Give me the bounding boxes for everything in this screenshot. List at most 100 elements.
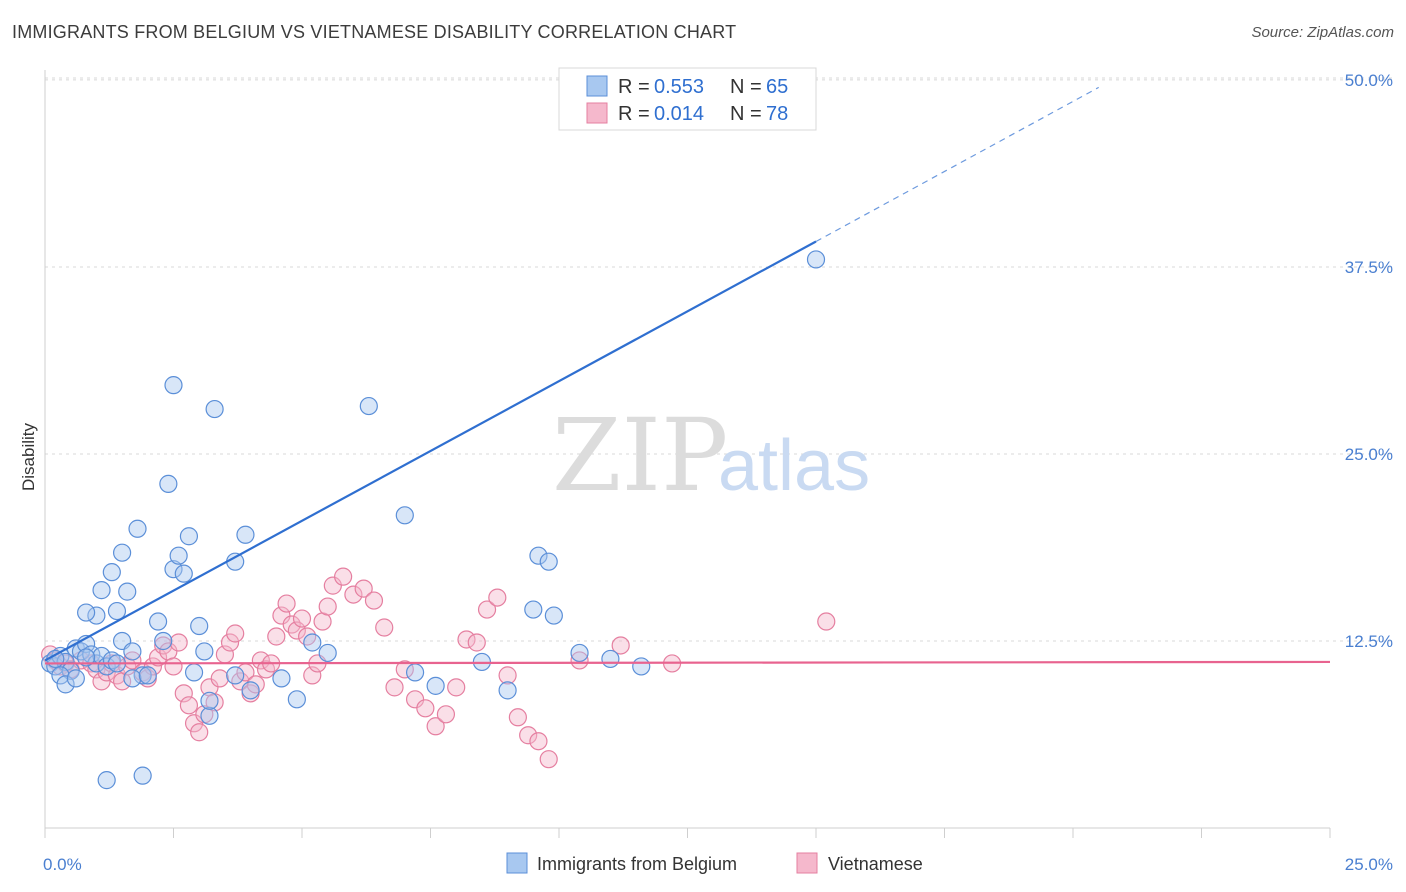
vietnamese-point [436,705,456,724]
source-label: Source: ZipAtlas.com [1251,24,1394,41]
vietnamese-point [508,708,527,727]
y-tick-label: 37.5% [1345,258,1393,277]
belgium-point [66,669,85,688]
belgium-point [56,675,75,694]
bottom-legend-swatch-pink [796,852,818,874]
belgium-point [395,506,414,525]
vietnamese-point [405,690,425,709]
belgium-point [287,690,306,709]
vietnamese-point [169,633,188,652]
vietnamese-point [277,594,296,613]
belgium-point [205,399,224,419]
vietnamese-point [292,609,312,628]
belgium-point [87,606,106,625]
belgium-point [77,603,96,622]
vietnamese-point [210,669,229,688]
vietnamese-point [529,732,548,751]
vietnamese-point [226,624,245,643]
belgium-point [148,612,168,631]
belgium-point [806,250,826,269]
vietnamese-point [467,633,486,652]
vietnamese-point [334,567,353,586]
vietnamese-point [519,726,538,745]
vietnamese-point [817,612,836,631]
belgium-point [169,546,188,565]
vietnamese-point [354,579,373,598]
legend-n-value-1: 65 [766,76,788,98]
vietnamese-point [220,633,240,652]
belgium-point [184,663,204,682]
belgium-point [164,376,183,395]
bottom-legend-label-vietnamese: Vietnamese [828,854,923,874]
chart-title: IMMIGRANTS FROM BELGIUM VS VIETNAMESE DI… [12,22,737,42]
vietnamese-point [318,597,337,616]
vietnamese-point [498,666,517,685]
vietnamese-point [303,666,322,685]
x-tick-label: 0.0% [43,855,82,874]
belgium-point [97,657,116,676]
belgium-point [405,663,425,682]
bottom-legend-label-belgium: Immigrants from Belgium [537,854,737,874]
belgium-point [226,552,245,571]
belgium-point [272,669,291,688]
vietnamese-point [287,621,306,640]
belgium-trend-extension [815,86,1099,243]
legend-n-value-2: 78 [766,103,788,125]
belgium-point [359,396,378,416]
vietnamese-point [251,651,270,670]
belgium-point [51,666,70,685]
belgium-point [133,666,152,685]
belgium-point [226,666,245,685]
belgium-point [318,643,337,663]
belgium-point [570,643,589,663]
belgium-point [632,657,651,676]
belgium-point [236,525,255,544]
x-tick-label: 25.0% [1345,855,1393,874]
bottom-legend-swatch-blue [506,852,528,874]
belgium-point [102,563,121,582]
belgium-point [544,606,563,625]
vietnamese-point [395,660,414,679]
vietnamese-point [143,657,163,676]
vietnamese-point [179,696,199,715]
belgium-point [77,648,96,667]
bottom-legend: Immigrants from Belgium Vietnamese [506,852,923,874]
vietnamese-point [416,699,435,718]
legend-swatch-pink [586,102,608,124]
belgium-point [303,633,322,652]
legend-swatch-blue [586,75,608,97]
y-ticks: 12.5% 25.0% 37.5% 50.0% [1345,71,1393,651]
belgium-point [601,649,620,669]
legend-r-value-2: 0.014 [654,103,704,125]
x-ticks: 0.0% 25.0% [43,828,1393,874]
belgium-point [539,552,558,571]
belgium-point [92,581,111,600]
vietnamese-point [426,717,445,736]
belgium-point [179,527,199,546]
vietnamese-point [272,606,291,625]
vietnamese-point [570,651,589,670]
y-axis-label: Disability [19,422,38,491]
trend-lines [44,86,1331,665]
belgium-point [498,681,517,700]
vietnamese-point [184,714,204,733]
belgium-point [123,642,142,661]
belgium-point [128,519,147,538]
vietnamese-trend-line [44,660,1331,665]
belgium-point [97,771,116,790]
vietnamese-point [231,672,250,691]
belgium-point [118,582,137,601]
legend-r-label-2: R = [618,103,650,125]
belgium-point [159,474,178,493]
belgium-point [529,546,548,565]
belgium-point [174,564,193,583]
belgium-point [200,706,219,725]
belgium-point [112,543,132,562]
vietnamese-point [148,648,168,667]
y-tick-label: 25.0% [1345,445,1393,464]
legend-n-label-1: N = [730,76,762,98]
vietnamese-point [539,750,558,769]
belgium-point [133,766,152,785]
legend-r-label-1: R = [618,76,650,98]
